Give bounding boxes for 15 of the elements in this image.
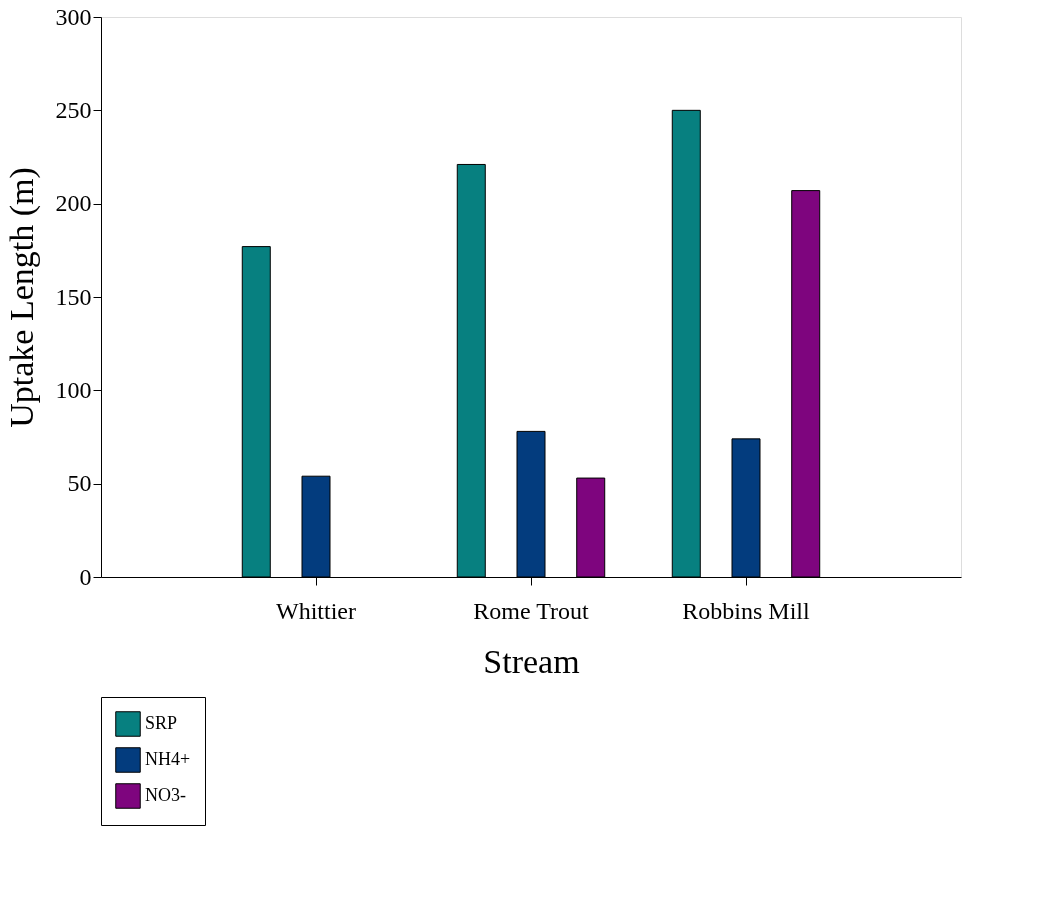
y-tick-label: 50 xyxy=(67,470,92,497)
legend-label: NO3- xyxy=(145,785,186,805)
y-tick-label: 200 xyxy=(55,190,92,217)
legend-label: NH4+ xyxy=(145,749,191,769)
x-tick-label: Robbins Mill xyxy=(682,597,811,624)
legend-label: SRP xyxy=(145,713,178,733)
y-tick-label: 300 xyxy=(55,3,92,30)
x-tick-label: Rome Trout xyxy=(473,597,590,624)
y-tick-label: 0 xyxy=(79,563,92,590)
x-axis-title: Stream xyxy=(483,642,580,680)
x-tick-label: Whittier xyxy=(276,597,356,624)
y-tick-label: 150 xyxy=(55,283,92,310)
y-tick-label: 250 xyxy=(55,96,92,123)
y-axis-title: Uptake Length (m) xyxy=(2,167,41,428)
y-tick-label: 100 xyxy=(55,376,92,403)
